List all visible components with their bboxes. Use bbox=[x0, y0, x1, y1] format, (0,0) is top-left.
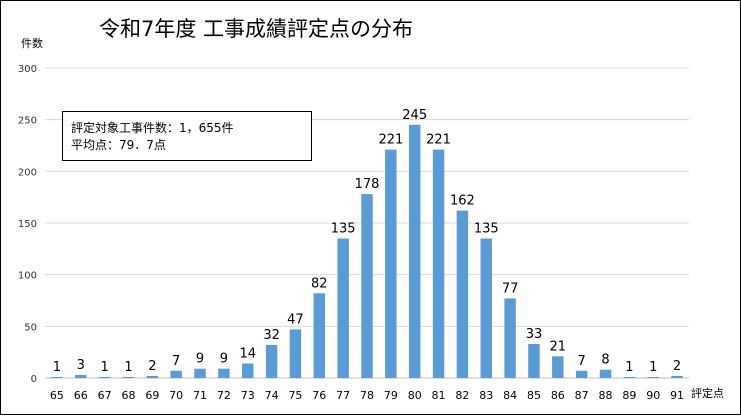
x-tick-label: 67 bbox=[98, 389, 112, 402]
data-label: 21 bbox=[550, 339, 567, 354]
data-label: 1 bbox=[625, 360, 633, 375]
bar bbox=[528, 343, 540, 378]
data-label: 7 bbox=[172, 354, 180, 369]
x-axis-label: 評定点 bbox=[691, 387, 724, 400]
x-tick-label: 72 bbox=[217, 389, 231, 402]
x-tick-label: 83 bbox=[479, 389, 493, 402]
x-tick-label: 70 bbox=[169, 389, 183, 402]
bar bbox=[51, 376, 63, 378]
bar bbox=[218, 368, 230, 378]
bar bbox=[75, 374, 87, 378]
x-tick-label: 81 bbox=[432, 389, 446, 402]
data-label: 1 bbox=[649, 360, 657, 375]
x-tick-label: 87 bbox=[575, 389, 589, 402]
bar bbox=[385, 149, 397, 378]
data-label: 221 bbox=[378, 133, 403, 148]
x-tick-label: 76 bbox=[312, 389, 326, 402]
y-tick-label: 0 bbox=[31, 374, 37, 385]
x-tick-label: 74 bbox=[265, 389, 279, 402]
bar bbox=[504, 298, 516, 378]
bar bbox=[265, 344, 278, 378]
y-tick-label: 250 bbox=[18, 116, 37, 127]
x-tick-label: 66 bbox=[74, 389, 88, 402]
y-axis-label: 件数 bbox=[21, 37, 43, 50]
bar bbox=[480, 238, 492, 378]
y-tick-label: 100 bbox=[18, 271, 37, 282]
x-tick-label: 80 bbox=[408, 389, 422, 402]
data-label: 47 bbox=[287, 312, 304, 327]
bar bbox=[599, 369, 612, 378]
x-tick-label: 88 bbox=[599, 389, 613, 402]
y-tick-label: 150 bbox=[18, 219, 37, 230]
y-tick-label: 200 bbox=[18, 167, 37, 178]
data-label: 135 bbox=[331, 222, 356, 237]
summary-count: 評定対象工事件数：1，655件 bbox=[71, 121, 234, 135]
bar bbox=[194, 368, 206, 378]
y-tick-label: 50 bbox=[24, 322, 37, 333]
x-tick-label: 82 bbox=[455, 389, 469, 402]
x-tick-label: 86 bbox=[551, 389, 565, 402]
bar bbox=[671, 375, 683, 378]
x-tick-label: 65 bbox=[50, 389, 64, 402]
bar bbox=[408, 124, 421, 378]
x-tick-label: 90 bbox=[646, 389, 660, 402]
x-tick-label: 77 bbox=[336, 389, 350, 402]
y-tick-label: 300 bbox=[18, 64, 37, 75]
x-tick-label: 69 bbox=[145, 389, 159, 402]
bar bbox=[575, 370, 588, 378]
data-label: 2 bbox=[148, 359, 156, 374]
chart-title: 令和7年度 工事成績評定点の分布 bbox=[99, 17, 414, 41]
data-label: 7 bbox=[578, 354, 586, 369]
x-tick-label: 89 bbox=[622, 389, 636, 402]
bar bbox=[242, 363, 254, 378]
bar bbox=[456, 210, 469, 378]
bar bbox=[170, 370, 182, 378]
bar bbox=[361, 194, 373, 378]
x-tick-label: 75 bbox=[288, 389, 302, 402]
bar bbox=[289, 329, 302, 378]
bar bbox=[623, 376, 636, 378]
data-label: 9 bbox=[196, 352, 204, 367]
data-label: 82 bbox=[311, 276, 328, 291]
bar bbox=[552, 356, 564, 378]
x-tick-label: 79 bbox=[384, 389, 398, 402]
x-tick-label: 71 bbox=[193, 389, 207, 402]
data-label: 32 bbox=[263, 328, 280, 343]
summary-box: 評定対象工事件数：1，655件 平均点：79．7点 bbox=[62, 111, 312, 161]
x-tick-label: 78 bbox=[360, 389, 374, 402]
data-label: 8 bbox=[601, 353, 609, 368]
data-label: 1 bbox=[124, 360, 132, 375]
data-label: 1 bbox=[100, 360, 108, 375]
data-label: 9 bbox=[220, 352, 228, 367]
data-label: 33 bbox=[526, 327, 543, 342]
bar bbox=[337, 238, 349, 378]
x-tick-label: 91 bbox=[670, 389, 684, 402]
data-label: 245 bbox=[402, 108, 427, 123]
data-label: 135 bbox=[474, 222, 499, 237]
bar bbox=[432, 149, 445, 378]
x-tick-label: 85 bbox=[527, 389, 541, 402]
data-label: 178 bbox=[355, 177, 380, 192]
data-label: 162 bbox=[450, 194, 475, 209]
x-tick-label: 68 bbox=[121, 389, 135, 402]
data-label: 14 bbox=[239, 347, 256, 362]
bar bbox=[647, 376, 659, 378]
bar bbox=[122, 376, 135, 378]
data-label: 221 bbox=[426, 133, 451, 148]
data-label: 2 bbox=[673, 359, 681, 374]
summary-average: 平均点：79．7点 bbox=[71, 138, 166, 152]
data-label: 1 bbox=[53, 360, 61, 375]
bar bbox=[98, 376, 111, 378]
data-label: 3 bbox=[77, 358, 85, 373]
x-tick-label: 73 bbox=[241, 389, 255, 402]
x-tick-label: 84 bbox=[503, 389, 517, 402]
bar bbox=[313, 293, 326, 378]
bar bbox=[146, 375, 159, 378]
data-label: 77 bbox=[502, 281, 519, 296]
